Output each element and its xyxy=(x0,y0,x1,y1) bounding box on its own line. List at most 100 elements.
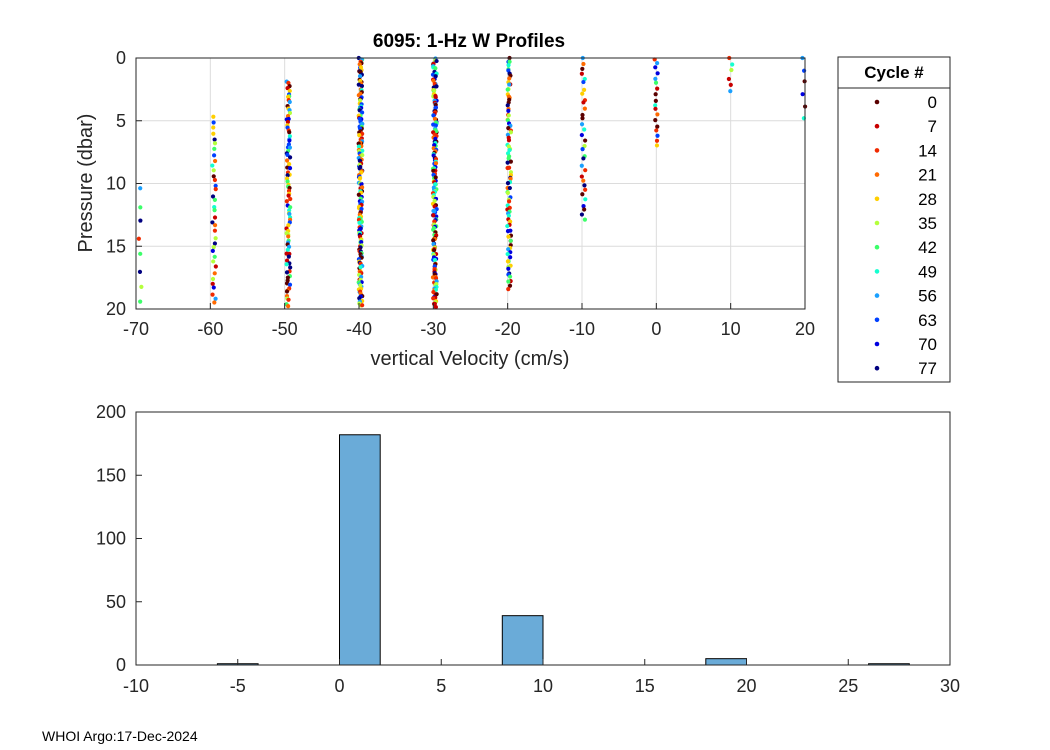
scatter-point xyxy=(287,99,292,105)
histogram-y-tick-label: 100 xyxy=(96,529,126,549)
scatter-point xyxy=(431,113,436,118)
histogram-x-tick-label: 10 xyxy=(533,676,553,696)
scatter-point xyxy=(506,199,512,204)
scatter-point xyxy=(507,76,512,81)
scatter-point xyxy=(579,71,584,76)
histogram-x-ticks: -10 -5 0 5 10 15 20 25 30 xyxy=(123,659,960,696)
scatter-point xyxy=(211,259,216,264)
scatter-point xyxy=(432,116,438,121)
scatter-point xyxy=(654,138,660,143)
scatter-point xyxy=(357,220,362,225)
scatter-point xyxy=(358,227,363,232)
legend-entry-label: 56 xyxy=(918,287,937,306)
scatter-point xyxy=(728,88,733,94)
scatter-point xyxy=(284,262,289,267)
scatter-point xyxy=(653,65,658,70)
scatter-point xyxy=(653,92,658,97)
scatter-point xyxy=(653,106,658,111)
scatter-point xyxy=(287,282,293,287)
footer-credit: WHOI Argo:17-Dec-2024 xyxy=(42,728,198,744)
scatter-point xyxy=(212,141,218,146)
scatter-point xyxy=(212,215,218,220)
scatter-point xyxy=(287,166,293,171)
scatter-point xyxy=(433,66,438,71)
scatter-point xyxy=(581,204,586,209)
scatter-point xyxy=(505,181,511,186)
scatter-point xyxy=(432,143,437,148)
scatter-point xyxy=(434,58,439,64)
scatter-point xyxy=(287,208,292,213)
scatter-point xyxy=(285,152,290,157)
legend-title: Cycle # xyxy=(864,63,924,82)
legend-marker xyxy=(874,172,880,177)
legend-marker xyxy=(874,148,880,153)
scatter-point xyxy=(579,163,584,168)
scatter-point xyxy=(360,148,365,153)
scatter-point xyxy=(284,270,290,275)
scatter-point xyxy=(507,274,513,279)
scatter-point xyxy=(212,254,217,259)
scatter-y-axis-label: Pressure (dbar) xyxy=(75,114,97,253)
scatter-point xyxy=(580,66,585,72)
scatter-point xyxy=(210,281,215,286)
scatter-point xyxy=(360,110,365,115)
scatter-point xyxy=(286,80,291,86)
scatter-point xyxy=(580,91,585,96)
scatter-x-tick-label: 0 xyxy=(651,319,661,339)
scatter-point xyxy=(654,128,659,133)
scatter-point xyxy=(655,71,660,76)
scatter-point xyxy=(508,219,513,224)
scatter-point xyxy=(653,118,658,123)
scatter-x-tick-label: -10 xyxy=(569,319,595,339)
legend-marker xyxy=(874,123,880,129)
scatter-point xyxy=(433,95,438,100)
scatter-point xyxy=(284,158,290,163)
scatter-point xyxy=(800,92,805,97)
scatter-point xyxy=(581,79,586,85)
legend-entry-label: 63 xyxy=(918,311,937,330)
scatter-point xyxy=(433,305,438,310)
scatter-point xyxy=(654,143,660,148)
scatter-point xyxy=(212,223,218,228)
legend-entry-label: 77 xyxy=(918,359,937,378)
scatter-point xyxy=(505,223,510,229)
scatter-point xyxy=(212,137,217,142)
scatter-point xyxy=(506,247,511,252)
scatter-point xyxy=(655,133,660,138)
scatter-point xyxy=(286,234,291,239)
scatter-point xyxy=(287,145,293,150)
scatter-point xyxy=(583,168,588,173)
scatter-y-tick-label: 0 xyxy=(116,48,126,68)
scatter-point xyxy=(359,83,365,89)
scatter-point xyxy=(212,241,217,246)
scatter-point xyxy=(507,82,512,87)
scatter-point xyxy=(582,183,587,188)
scatter-point xyxy=(211,153,217,158)
legend-entry-label: 14 xyxy=(918,141,937,160)
scatter-x-tick-label: -60 xyxy=(197,319,223,339)
scatter-point xyxy=(213,183,218,188)
scatter-point xyxy=(653,98,658,103)
scatter-point xyxy=(358,283,363,288)
legend-entries: 0 7 14 21 28 35 42 49 56 63 70 77 xyxy=(874,93,937,378)
scatter-point xyxy=(581,156,586,161)
scatter-point xyxy=(138,251,143,256)
scatter-point xyxy=(211,168,216,173)
scatter-point xyxy=(505,165,510,171)
histogram-y-tick-label: 0 xyxy=(116,655,126,675)
scatter-points xyxy=(136,55,808,310)
legend-marker xyxy=(874,99,880,105)
scatter-x-tick-label: -20 xyxy=(495,319,521,339)
scatter-point xyxy=(579,132,584,138)
scatter-point xyxy=(286,254,291,259)
scatter-point xyxy=(508,159,513,164)
scatter-point xyxy=(356,141,361,146)
scatter-point xyxy=(357,74,363,79)
scatter-point xyxy=(506,156,511,161)
histogram-y-ticks: 0 50 100 150 200 xyxy=(96,402,142,675)
scatter-point xyxy=(583,197,588,202)
legend-box xyxy=(837,56,951,383)
scatter-point xyxy=(360,152,365,158)
scatter-point xyxy=(432,88,437,93)
scatter-point xyxy=(356,144,362,149)
